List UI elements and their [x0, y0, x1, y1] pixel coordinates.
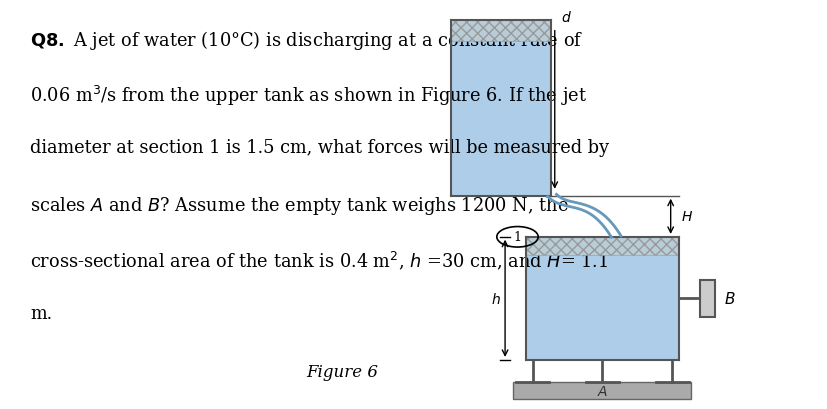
Text: m.: m. — [30, 305, 52, 323]
Text: $d$: $d$ — [561, 9, 571, 25]
Text: $h$: $h$ — [490, 291, 500, 306]
Text: $H$: $H$ — [680, 210, 692, 224]
Bar — [525, 237, 678, 256]
Bar — [451, 20, 550, 42]
Text: Figure 6: Figure 6 — [306, 364, 378, 380]
Bar — [525, 237, 678, 360]
Bar — [699, 280, 714, 317]
Text: $\mathbf{Q8.}$ A jet of water (10°C) is discharging at a constant rate of: $\mathbf{Q8.}$ A jet of water (10°C) is … — [30, 29, 582, 52]
Text: diameter at section 1 is 1.5 cm, what forces will be measured by: diameter at section 1 is 1.5 cm, what fo… — [30, 139, 609, 157]
Text: $A$: $A$ — [596, 384, 607, 398]
Text: $B$: $B$ — [724, 290, 735, 307]
Text: 0.06 m$^3$/s from the upper tank as shown in Figure 6. If the jet: 0.06 m$^3$/s from the upper tank as show… — [30, 84, 586, 108]
Text: cross-sectional area of the tank is 0.4 m$^2$, $h$ =30 cm, and $H$= 1.1: cross-sectional area of the tank is 0.4 … — [30, 249, 608, 272]
Text: scales $A$ and $B$? Assume the empty tank weighs 1200 N, the: scales $A$ and $B$? Assume the empty tan… — [30, 194, 568, 216]
Bar — [513, 382, 691, 399]
Text: 1: 1 — [513, 231, 521, 244]
Bar — [451, 20, 550, 196]
